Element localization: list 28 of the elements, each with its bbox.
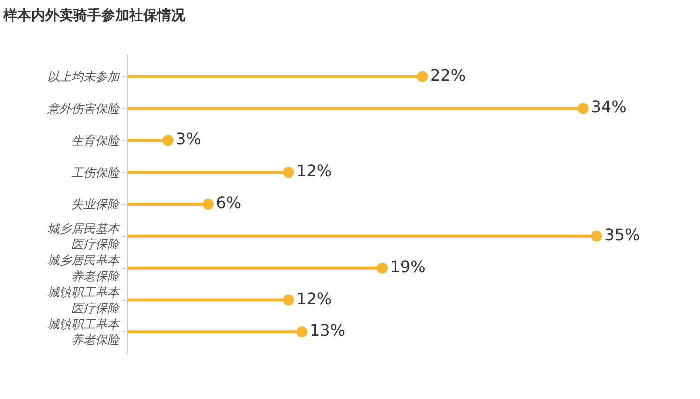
data-label: 12% <box>296 289 332 308</box>
y-tick-label: 生育保险 <box>72 134 121 148</box>
data-label: 35% <box>604 225 640 244</box>
y-tick-label: 城乡居民基本养老保险 <box>48 254 122 284</box>
data-label: 13% <box>310 321 346 340</box>
data-label: 34% <box>591 98 627 117</box>
data-label: 3% <box>176 130 202 149</box>
y-tick-label: 城乡居民基本医疗保险 <box>48 222 122 252</box>
point <box>202 199 214 210</box>
data-label: 6% <box>216 194 242 212</box>
y-tick-label: 工伤保险 <box>72 166 121 180</box>
chart-title: 样本内外卖骑手参加社保情况 <box>2 6 186 24</box>
point <box>162 135 174 146</box>
data-label: 12% <box>296 162 332 181</box>
y-tick-label: 意外伤害保险 <box>46 102 121 116</box>
y-tick-label: 城镇职工基本养老保险 <box>48 318 122 348</box>
point <box>296 326 308 338</box>
y-tick-label: 以上均未参加 <box>48 70 121 84</box>
data-label: 22% <box>430 66 466 85</box>
point <box>376 262 388 274</box>
data-label: 19% <box>390 257 426 276</box>
y-tick-label: 失业保险 <box>72 198 121 212</box>
y-tick-label: 城镇职工基本医疗保险 <box>48 286 122 316</box>
point <box>578 103 589 114</box>
point <box>591 230 602 242</box>
point <box>283 167 294 178</box>
point <box>417 71 428 82</box>
point <box>283 294 294 306</box>
